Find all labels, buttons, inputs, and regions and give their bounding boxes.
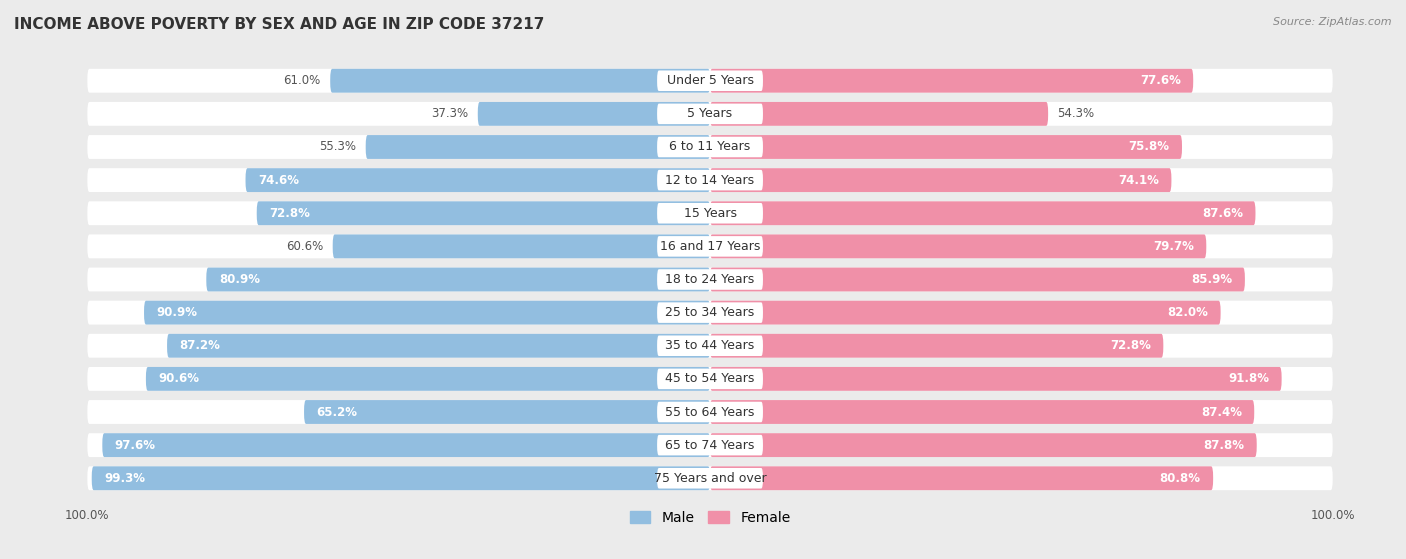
FancyBboxPatch shape: [657, 103, 763, 124]
Text: 87.6%: 87.6%: [1202, 207, 1243, 220]
Text: 87.2%: 87.2%: [180, 339, 221, 352]
FancyBboxPatch shape: [87, 466, 1333, 490]
FancyBboxPatch shape: [167, 334, 710, 358]
Text: 91.8%: 91.8%: [1229, 372, 1270, 385]
FancyBboxPatch shape: [657, 302, 763, 323]
Text: 99.3%: 99.3%: [104, 472, 145, 485]
FancyBboxPatch shape: [710, 301, 1220, 325]
FancyBboxPatch shape: [710, 168, 1171, 192]
Text: 37.3%: 37.3%: [432, 107, 468, 120]
Text: 77.6%: 77.6%: [1140, 74, 1181, 87]
Text: 72.8%: 72.8%: [1109, 339, 1152, 352]
Text: 18 to 24 Years: 18 to 24 Years: [665, 273, 755, 286]
Text: 55 to 64 Years: 55 to 64 Years: [665, 405, 755, 419]
Text: 80.8%: 80.8%: [1160, 472, 1201, 485]
FancyBboxPatch shape: [87, 268, 1333, 291]
FancyBboxPatch shape: [657, 137, 763, 157]
Text: 75 Years and over: 75 Years and over: [654, 472, 766, 485]
FancyBboxPatch shape: [304, 400, 710, 424]
FancyBboxPatch shape: [710, 367, 1282, 391]
FancyBboxPatch shape: [207, 268, 710, 291]
FancyBboxPatch shape: [87, 433, 1333, 457]
FancyBboxPatch shape: [257, 201, 710, 225]
FancyBboxPatch shape: [657, 368, 763, 389]
Text: 87.4%: 87.4%: [1201, 405, 1241, 419]
Text: 25 to 34 Years: 25 to 34 Years: [665, 306, 755, 319]
FancyBboxPatch shape: [657, 335, 763, 356]
FancyBboxPatch shape: [657, 435, 763, 456]
FancyBboxPatch shape: [330, 69, 710, 93]
Text: Source: ZipAtlas.com: Source: ZipAtlas.com: [1274, 17, 1392, 27]
FancyBboxPatch shape: [87, 234, 1333, 258]
Text: 74.1%: 74.1%: [1118, 174, 1159, 187]
Text: INCOME ABOVE POVERTY BY SEX AND AGE IN ZIP CODE 37217: INCOME ABOVE POVERTY BY SEX AND AGE IN Z…: [14, 17, 544, 32]
FancyBboxPatch shape: [657, 70, 763, 91]
Text: 61.0%: 61.0%: [284, 74, 321, 87]
Text: 54.3%: 54.3%: [1057, 107, 1095, 120]
Legend: Male, Female: Male, Female: [623, 504, 797, 532]
FancyBboxPatch shape: [710, 69, 1194, 93]
Text: 80.9%: 80.9%: [219, 273, 260, 286]
Text: 82.0%: 82.0%: [1167, 306, 1208, 319]
Text: 60.6%: 60.6%: [285, 240, 323, 253]
FancyBboxPatch shape: [87, 334, 1333, 358]
Text: 65 to 74 Years: 65 to 74 Years: [665, 439, 755, 452]
Text: 6 to 11 Years: 6 to 11 Years: [669, 140, 751, 154]
Text: 35 to 44 Years: 35 to 44 Years: [665, 339, 755, 352]
FancyBboxPatch shape: [143, 301, 710, 325]
Text: 75.8%: 75.8%: [1129, 140, 1170, 154]
FancyBboxPatch shape: [87, 168, 1333, 192]
FancyBboxPatch shape: [710, 201, 1256, 225]
FancyBboxPatch shape: [657, 236, 763, 257]
FancyBboxPatch shape: [366, 135, 710, 159]
FancyBboxPatch shape: [246, 168, 710, 192]
Text: 5 Years: 5 Years: [688, 107, 733, 120]
FancyBboxPatch shape: [710, 400, 1254, 424]
FancyBboxPatch shape: [87, 135, 1333, 159]
FancyBboxPatch shape: [657, 203, 763, 224]
Text: 87.8%: 87.8%: [1204, 439, 1244, 452]
FancyBboxPatch shape: [710, 234, 1206, 258]
FancyBboxPatch shape: [657, 468, 763, 489]
Text: 65.2%: 65.2%: [316, 405, 357, 419]
FancyBboxPatch shape: [657, 170, 763, 191]
Text: 79.7%: 79.7%: [1153, 240, 1194, 253]
FancyBboxPatch shape: [710, 135, 1182, 159]
FancyBboxPatch shape: [710, 268, 1244, 291]
Text: 72.8%: 72.8%: [269, 207, 311, 220]
FancyBboxPatch shape: [710, 102, 1047, 126]
Text: 12 to 14 Years: 12 to 14 Years: [665, 174, 755, 187]
FancyBboxPatch shape: [710, 433, 1257, 457]
FancyBboxPatch shape: [91, 466, 710, 490]
FancyBboxPatch shape: [657, 402, 763, 422]
Text: 55.3%: 55.3%: [319, 140, 356, 154]
FancyBboxPatch shape: [657, 269, 763, 290]
FancyBboxPatch shape: [87, 69, 1333, 93]
Text: Under 5 Years: Under 5 Years: [666, 74, 754, 87]
FancyBboxPatch shape: [87, 400, 1333, 424]
FancyBboxPatch shape: [333, 234, 710, 258]
Text: 16 and 17 Years: 16 and 17 Years: [659, 240, 761, 253]
Text: 45 to 54 Years: 45 to 54 Years: [665, 372, 755, 385]
Text: 90.6%: 90.6%: [159, 372, 200, 385]
FancyBboxPatch shape: [87, 102, 1333, 126]
FancyBboxPatch shape: [87, 201, 1333, 225]
FancyBboxPatch shape: [146, 367, 710, 391]
FancyBboxPatch shape: [710, 466, 1213, 490]
Text: 97.6%: 97.6%: [115, 439, 156, 452]
FancyBboxPatch shape: [710, 334, 1163, 358]
Text: 74.6%: 74.6%: [257, 174, 299, 187]
FancyBboxPatch shape: [87, 301, 1333, 325]
Text: 90.9%: 90.9%: [156, 306, 197, 319]
FancyBboxPatch shape: [478, 102, 710, 126]
Text: 85.9%: 85.9%: [1191, 273, 1233, 286]
FancyBboxPatch shape: [103, 433, 710, 457]
Text: 15 Years: 15 Years: [683, 207, 737, 220]
FancyBboxPatch shape: [87, 367, 1333, 391]
